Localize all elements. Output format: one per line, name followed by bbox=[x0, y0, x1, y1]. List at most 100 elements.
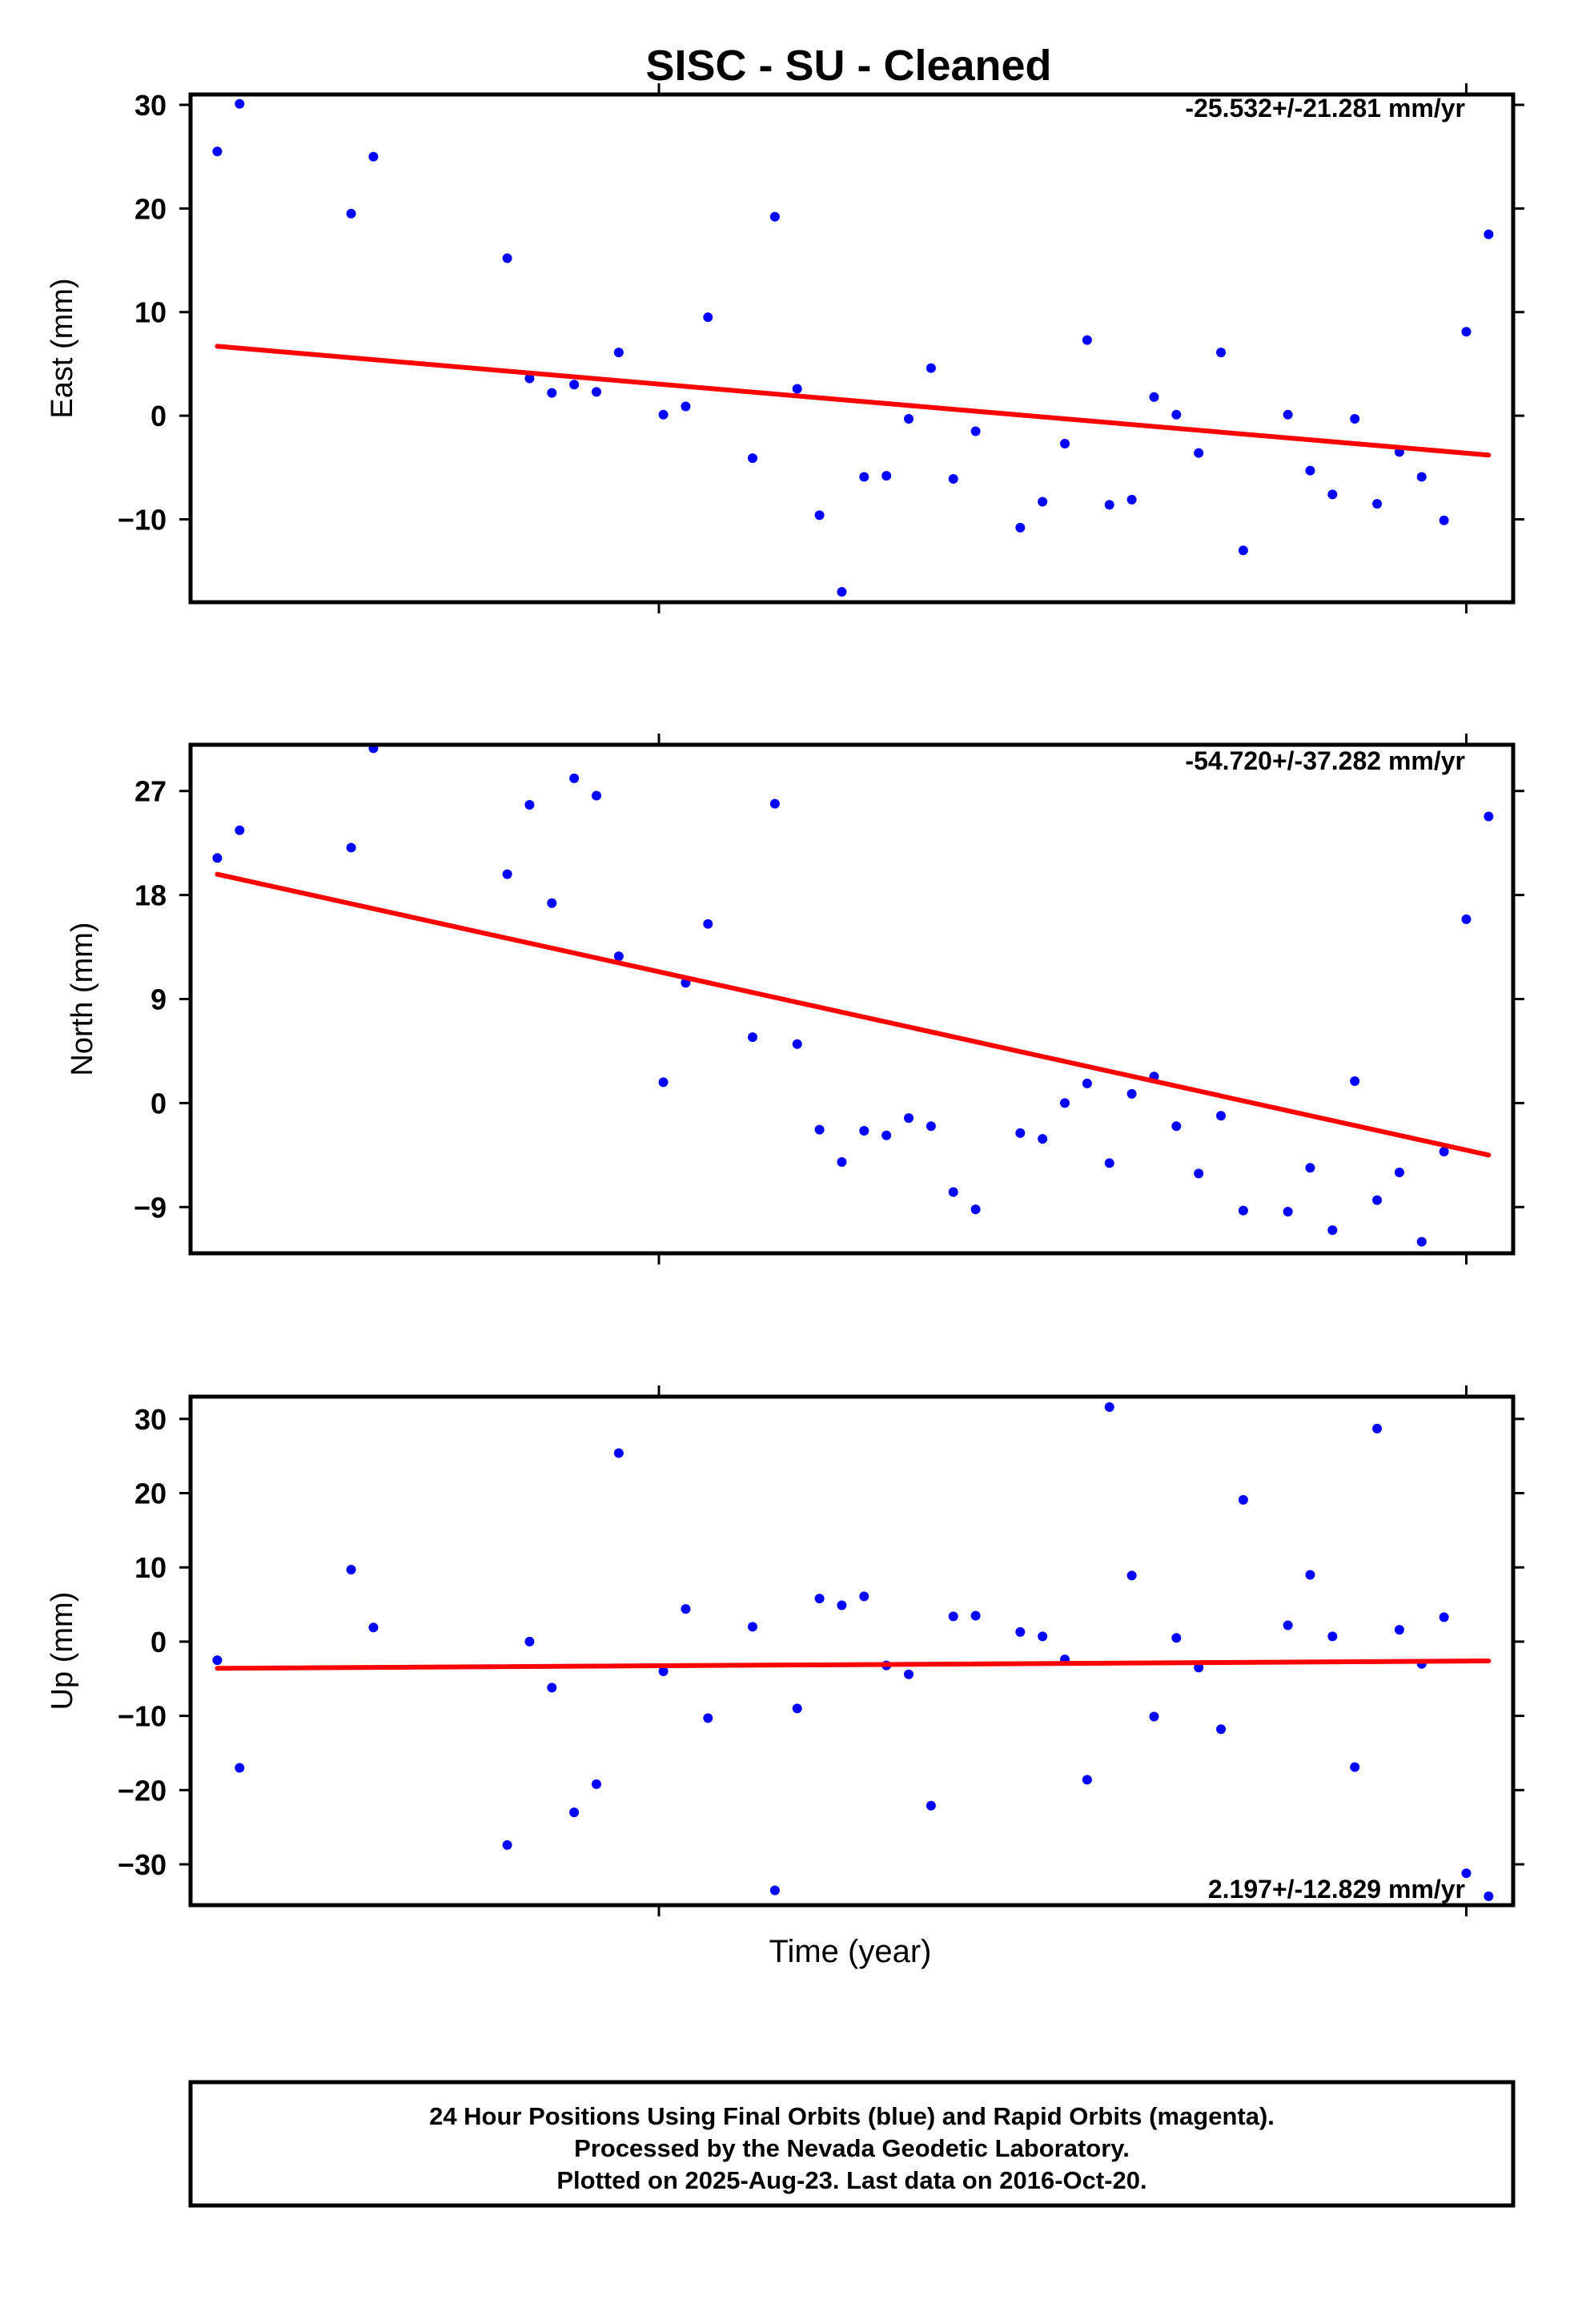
data-point bbox=[613, 1448, 624, 1458]
x-axis-label: Time (year) bbox=[769, 1934, 932, 1969]
data-point bbox=[1238, 1205, 1248, 1216]
data-point bbox=[837, 587, 847, 597]
data-point bbox=[658, 1077, 669, 1088]
footer-frame bbox=[188, 2080, 1516, 2208]
data-point bbox=[1305, 465, 1315, 476]
data-point bbox=[235, 825, 245, 835]
data-point bbox=[1350, 1762, 1360, 1772]
data-point bbox=[748, 1032, 758, 1043]
y-tick-label: 0 bbox=[151, 1087, 167, 1120]
data-point bbox=[658, 1666, 669, 1676]
data-point bbox=[859, 1126, 869, 1136]
data-point bbox=[524, 1636, 535, 1647]
data-point bbox=[814, 1124, 825, 1135]
data-point bbox=[212, 853, 223, 863]
data-point bbox=[904, 1669, 914, 1679]
data-point bbox=[970, 1610, 981, 1621]
data-point bbox=[1216, 1724, 1227, 1735]
data-point bbox=[346, 842, 356, 853]
y-tick-label: 30 bbox=[135, 1403, 167, 1436]
data-point bbox=[1126, 1088, 1137, 1099]
data-point bbox=[948, 474, 958, 485]
data-point bbox=[1104, 500, 1114, 510]
plot-frame bbox=[188, 92, 1516, 605]
data-point bbox=[547, 898, 557, 908]
y-tick-label: 10 bbox=[135, 296, 167, 329]
data-point bbox=[1238, 1494, 1248, 1505]
data-point bbox=[502, 1839, 512, 1850]
y-tick-label: −10 bbox=[118, 503, 167, 536]
data-point bbox=[1038, 497, 1048, 507]
data-point bbox=[1461, 327, 1472, 337]
data-point bbox=[592, 387, 602, 397]
y-tick-label: 0 bbox=[151, 400, 167, 432]
data-point bbox=[1149, 392, 1159, 402]
data-point bbox=[658, 409, 669, 420]
data-point bbox=[970, 1204, 981, 1215]
data-point bbox=[1171, 1633, 1182, 1643]
data-point bbox=[1082, 1078, 1092, 1088]
y-tick-label: 20 bbox=[135, 192, 167, 225]
data-point bbox=[1104, 1158, 1114, 1168]
data-point bbox=[703, 1713, 713, 1723]
data-point bbox=[212, 147, 223, 157]
data-point bbox=[368, 1622, 379, 1633]
data-point bbox=[1372, 1423, 1383, 1433]
data-point bbox=[1394, 1625, 1404, 1635]
data-point bbox=[1461, 1868, 1472, 1879]
trend-line bbox=[215, 344, 1492, 458]
data-point bbox=[1461, 914, 1472, 924]
data-point bbox=[769, 1885, 780, 1896]
east-panel: 30 20 10 0 −10 East (mm) -25.532+/-21.281 mm/y… bbox=[46, 83, 1524, 613]
data-point bbox=[859, 1591, 869, 1602]
figure-title: SISC - SU - Cleaned bbox=[645, 42, 1051, 90]
footer-line-1: 24 Hour Positions Using Final Orbits (bl… bbox=[429, 2102, 1275, 2130]
up-panel: 30 20 10 0 −10 −20 −30 Up (mm) 2.197+/-12.829 mm… bbox=[46, 1385, 1524, 1916]
data-point bbox=[1104, 1401, 1114, 1412]
y-axis-label: East (mm) bbox=[46, 278, 79, 418]
data-point bbox=[926, 363, 936, 373]
y-axis-label: Up (mm) bbox=[46, 1592, 79, 1711]
footer-box: 24 Hour Positions Using Final Orbits (bl… bbox=[188, 2080, 1516, 2208]
data-point bbox=[1194, 1663, 1204, 1673]
data-point bbox=[769, 211, 780, 222]
data-point bbox=[1394, 1167, 1404, 1177]
data-point bbox=[1416, 472, 1427, 482]
data-point bbox=[592, 790, 602, 801]
data-point bbox=[1216, 348, 1227, 358]
y-tick-label: 18 bbox=[135, 879, 167, 912]
y-tick-label: −30 bbox=[118, 1848, 167, 1881]
data-point bbox=[1060, 439, 1070, 449]
data-point bbox=[926, 1121, 936, 1132]
y-axis-label: North (mm) bbox=[66, 922, 99, 1076]
data-point bbox=[235, 1763, 245, 1773]
y-tick-label: 20 bbox=[135, 1478, 167, 1510]
data-point bbox=[547, 388, 557, 398]
data-point bbox=[792, 1039, 802, 1049]
data-point bbox=[1350, 413, 1360, 424]
data-point bbox=[346, 1564, 356, 1574]
data-point bbox=[1283, 409, 1293, 420]
y-tick-label: 0 bbox=[151, 1626, 167, 1659]
data-point bbox=[948, 1611, 958, 1622]
trend-line bbox=[215, 1659, 1492, 1671]
data-point bbox=[1038, 1134, 1048, 1144]
footer-line-3: Plotted on 2025-Aug-23. Last data on 201… bbox=[556, 2166, 1146, 2194]
data-point bbox=[1171, 409, 1182, 420]
data-point bbox=[1283, 1207, 1293, 1217]
data-point bbox=[769, 798, 780, 809]
data-point bbox=[814, 1594, 825, 1604]
data-point bbox=[1327, 1631, 1338, 1642]
data-point bbox=[1082, 1775, 1092, 1785]
data-point bbox=[948, 1187, 958, 1197]
data-point bbox=[1194, 1168, 1204, 1179]
data-point bbox=[792, 384, 802, 394]
data-point bbox=[1305, 1163, 1315, 1173]
data-point bbox=[1015, 1128, 1026, 1138]
footer-line-2: Processed by the Nevada Geodetic Laborat… bbox=[574, 2134, 1130, 2162]
data-point bbox=[1216, 1111, 1227, 1121]
data-point bbox=[859, 472, 869, 482]
data-point bbox=[1149, 1711, 1159, 1722]
data-point bbox=[592, 1779, 602, 1789]
data-point bbox=[748, 1622, 758, 1632]
